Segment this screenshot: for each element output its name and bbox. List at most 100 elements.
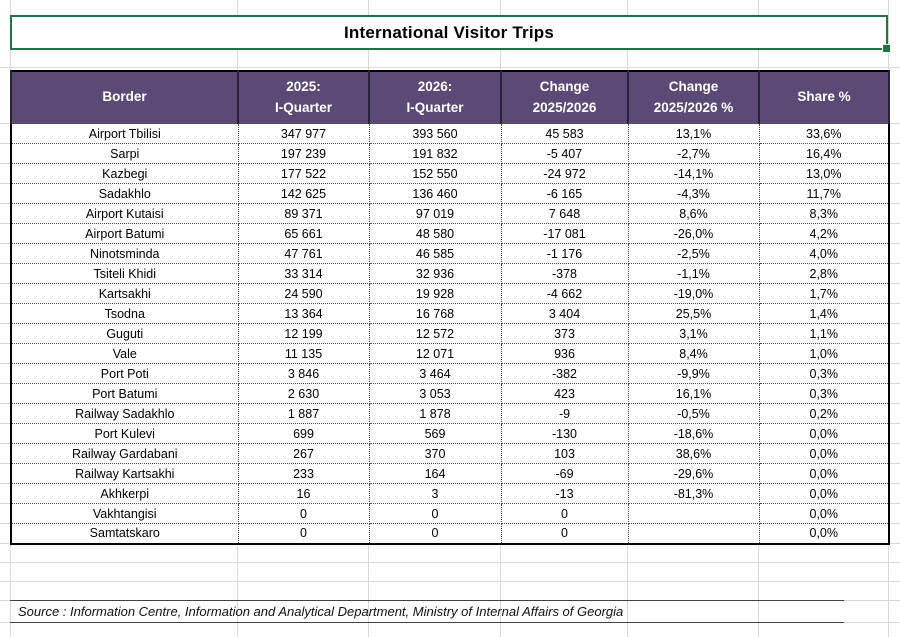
cell-border[interactable]: Railway Sadakhlo xyxy=(10,403,239,424)
cell-q1_2025[interactable]: 65 661 xyxy=(237,223,370,244)
cell-q1_2025[interactable]: 1 887 xyxy=(237,403,370,424)
cell-change_pct[interactable]: -19,0% xyxy=(627,283,760,304)
cell-change_pct[interactable]: 25,5% xyxy=(627,303,760,324)
cell-change_pct[interactable]: 8,4% xyxy=(627,343,760,364)
cell-q1_2025[interactable]: 47 761 xyxy=(237,243,370,264)
cell-border[interactable]: Airport Batumi xyxy=(10,223,239,244)
cell-share_pct[interactable]: 1,1% xyxy=(758,323,890,344)
column-header-share_pct[interactable]: Share % xyxy=(758,71,890,124)
cell-change[interactable]: -1 176 xyxy=(500,243,629,264)
cell-change_pct[interactable] xyxy=(627,523,760,544)
cell-q1_2025[interactable]: 24 590 xyxy=(237,283,370,304)
cell-share_pct[interactable]: 4,0% xyxy=(758,243,890,264)
cell-change[interactable]: -17 081 xyxy=(500,223,629,244)
cell-border[interactable]: Railway Gardabani xyxy=(10,443,239,464)
cell-q1_2026[interactable]: 370 xyxy=(368,443,502,464)
cell-change[interactable]: 936 xyxy=(500,343,629,364)
cell-border[interactable]: Tsodna xyxy=(10,303,239,324)
cell-border[interactable]: Airport Tbilisi xyxy=(10,123,239,144)
cell-q1_2025[interactable]: 13 364 xyxy=(237,303,370,324)
cell-border[interactable]: Akhkerpi xyxy=(10,483,239,504)
cell-q1_2025[interactable]: 16 xyxy=(237,483,370,504)
cell-q1_2025[interactable]: 12 199 xyxy=(237,323,370,344)
cell-share_pct[interactable]: 0,0% xyxy=(758,423,890,444)
cell-change_pct[interactable]: -18,6% xyxy=(627,423,760,444)
column-header-q1_2026[interactable]: 2026: I-Quarter xyxy=(368,71,502,124)
cell-change_pct[interactable]: -1,1% xyxy=(627,263,760,284)
cell-q1_2026[interactable]: 97 019 xyxy=(368,203,502,224)
cell-share_pct[interactable]: 16,4% xyxy=(758,143,890,164)
cell-border[interactable]: Kazbegi xyxy=(10,163,239,184)
fill-handle[interactable] xyxy=(882,44,891,53)
cell-share_pct[interactable]: 8,3% xyxy=(758,203,890,224)
cell-q1_2025[interactable]: 3 846 xyxy=(237,363,370,384)
cell-change_pct[interactable]: 13,1% xyxy=(627,123,760,144)
cell-q1_2026[interactable]: 0 xyxy=(368,523,502,544)
cell-q1_2025[interactable]: 2 630 xyxy=(237,383,370,404)
cell-change_pct[interactable]: -0,5% xyxy=(627,403,760,424)
cell-q1_2026[interactable]: 0 xyxy=(368,503,502,524)
cell-share_pct[interactable]: 0,0% xyxy=(758,483,890,504)
cell-border[interactable]: Tsiteli Khidi xyxy=(10,263,239,284)
cell-q1_2025[interactable]: 11 135 xyxy=(237,343,370,364)
cell-border[interactable]: Kartsakhi xyxy=(10,283,239,304)
cell-change_pct[interactable]: -14,1% xyxy=(627,163,760,184)
cell-change[interactable]: 103 xyxy=(500,443,629,464)
cell-border[interactable]: Samtatskaro xyxy=(10,523,239,544)
cell-border[interactable]: Guguti xyxy=(10,323,239,344)
cell-q1_2025[interactable]: 142 625 xyxy=(237,183,370,204)
cell-q1_2026[interactable]: 48 580 xyxy=(368,223,502,244)
cell-q1_2026[interactable]: 16 768 xyxy=(368,303,502,324)
cell-q1_2026[interactable]: 1 878 xyxy=(368,403,502,424)
cell-share_pct[interactable]: 0,0% xyxy=(758,523,890,544)
cell-change[interactable]: 7 648 xyxy=(500,203,629,224)
cell-change_pct[interactable]: -26,0% xyxy=(627,223,760,244)
cell-change[interactable]: 3 404 xyxy=(500,303,629,324)
cell-share_pct[interactable]: 0,0% xyxy=(758,463,890,484)
cell-q1_2026[interactable]: 12 572 xyxy=(368,323,502,344)
cell-change_pct[interactable]: -81,3% xyxy=(627,483,760,504)
cell-q1_2025[interactable]: 0 xyxy=(237,523,370,544)
cell-change_pct[interactable] xyxy=(627,503,760,524)
cell-border[interactable]: Ninotsminda xyxy=(10,243,239,264)
cell-change_pct[interactable]: -2,7% xyxy=(627,143,760,164)
cell-q1_2026[interactable]: 164 xyxy=(368,463,502,484)
cell-border[interactable]: Sarpi xyxy=(10,143,239,164)
cell-border[interactable]: Vakhtangisi xyxy=(10,503,239,524)
cell-border[interactable]: Port Kulevi xyxy=(10,423,239,444)
cell-q1_2026[interactable]: 191 832 xyxy=(368,143,502,164)
cell-change_pct[interactable]: 8,6% xyxy=(627,203,760,224)
cell-q1_2026[interactable]: 32 936 xyxy=(368,263,502,284)
cell-change[interactable]: -4 662 xyxy=(500,283,629,304)
cell-q1_2026[interactable]: 136 460 xyxy=(368,183,502,204)
cell-share_pct[interactable]: 0,3% xyxy=(758,383,890,404)
cell-q1_2026[interactable]: 3 053 xyxy=(368,383,502,404)
title-cell[interactable]: International Visitor Trips xyxy=(10,15,891,53)
cell-share_pct[interactable]: 11,7% xyxy=(758,183,890,204)
cell-change[interactable]: 0 xyxy=(500,523,629,544)
cell-change_pct[interactable]: 16,1% xyxy=(627,383,760,404)
cell-q1_2025[interactable]: 233 xyxy=(237,463,370,484)
cell-share_pct[interactable]: 2,8% xyxy=(758,263,890,284)
cell-q1_2026[interactable]: 12 071 xyxy=(368,343,502,364)
cell-share_pct[interactable]: 0,0% xyxy=(758,503,890,524)
cell-share_pct[interactable]: 33,6% xyxy=(758,123,890,144)
cell-border[interactable]: Railway Kartsakhi xyxy=(10,463,239,484)
cell-change[interactable]: -6 165 xyxy=(500,183,629,204)
cell-change[interactable]: -13 xyxy=(500,483,629,504)
cell-q1_2026[interactable]: 3 464 xyxy=(368,363,502,384)
cell-q1_2025[interactable]: 347 977 xyxy=(237,123,370,144)
cell-share_pct[interactable]: 13,0% xyxy=(758,163,890,184)
cell-q1_2026[interactable]: 393 560 xyxy=(368,123,502,144)
cell-change[interactable]: 0 xyxy=(500,503,629,524)
column-header-q1_2025[interactable]: 2025: I-Quarter xyxy=(237,71,370,124)
cell-change_pct[interactable]: -4,3% xyxy=(627,183,760,204)
cell-change[interactable]: -24 972 xyxy=(500,163,629,184)
cell-q1_2026[interactable]: 19 928 xyxy=(368,283,502,304)
cell-share_pct[interactable]: 1,7% xyxy=(758,283,890,304)
cell-change[interactable]: -382 xyxy=(500,363,629,384)
cell-change[interactable]: 423 xyxy=(500,383,629,404)
cell-share_pct[interactable]: 1,0% xyxy=(758,343,890,364)
cell-change_pct[interactable]: 3,1% xyxy=(627,323,760,344)
cell-border[interactable]: Airport Kutaisi xyxy=(10,203,239,224)
